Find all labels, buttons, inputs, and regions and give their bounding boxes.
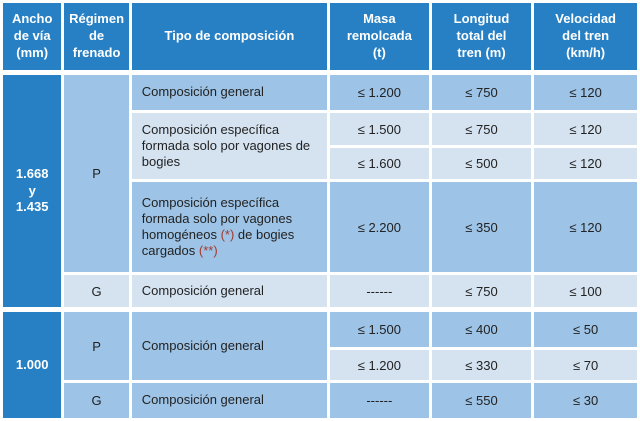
train-length-cell: ≤ 400 — [431, 310, 532, 347]
train-speed-cell: ≤ 100 — [534, 275, 637, 307]
table-row: 1.668 y 1.435 P Composición general ≤ 1.… — [3, 75, 637, 307]
composition-type-cell: Composición general — [131, 75, 328, 110]
footnote-marker: (**) — [198, 243, 218, 259]
train-length-cell: ≤ 500 — [431, 148, 532, 179]
composition-type-cell: Composición específica formada solo por … — [131, 113, 328, 179]
train-length-cell: ≤ 550 — [431, 383, 532, 418]
train-speed-cell: ≤ 70 — [534, 350, 637, 380]
footnote-marker: (*) — [220, 227, 235, 242]
header-composition-type: Tipo de composición — [131, 3, 328, 72]
towed-mass-cell: ------ — [330, 383, 429, 418]
towed-mass-cell: ≤ 1.200 — [330, 75, 429, 110]
train-speed-cell: ≤ 30 — [534, 383, 637, 418]
table-row: Composición específica formada solo por … — [3, 113, 637, 179]
header-towed-mass: Masa remolcada (t) — [330, 3, 429, 72]
train-length-cell: ≤ 330 — [431, 350, 532, 380]
towed-mass-cell: ≤ 1.500 — [330, 113, 429, 145]
train-speed-cell: ≤ 120 — [534, 148, 637, 179]
gauge-cell-1668-1435: 1.668 y 1.435 — [3, 75, 62, 307]
train-speed-cell: ≤ 120 — [534, 113, 637, 145]
header-train-length: Longitud total del tren (m) — [431, 3, 532, 72]
train-speed-cell: ≤ 120 — [534, 75, 637, 110]
brake-regime-cell-p: P — [64, 75, 129, 272]
table-row: ≤ 1.600 ≤ 500 ≤ 120 — [3, 148, 637, 179]
table-row: Composición específica formada solo por … — [3, 182, 637, 272]
table-row: ≤ 1.200 ≤ 330 ≤ 70 — [3, 350, 637, 380]
table-row: G Composición general ------ ≤ 550 ≤ 30 — [3, 383, 637, 418]
train-speed-cell: ≤ 50 — [534, 310, 637, 347]
train-length-cell: ≤ 350 — [431, 182, 532, 272]
header-train-speed: Velocidad del tren (km/h) — [534, 3, 637, 72]
header-row: Ancho de vía (mm) Régimen de frenado Tip… — [3, 3, 637, 72]
composition-type-cell: Composición general — [131, 310, 328, 380]
train-speed-cell: ≤ 120 — [534, 182, 637, 272]
train-length-cell: ≤ 750 — [431, 275, 532, 307]
brake-regime-cell-p: P — [64, 310, 129, 380]
towed-mass-cell: ------ — [330, 275, 429, 307]
gauge-cell-1000: 1.000 — [3, 310, 62, 418]
brake-regime-cell-g: G — [64, 275, 129, 307]
table-row: G Composición general ------ ≤ 750 ≤ 100 — [3, 275, 637, 307]
composition-text: Composición específica formada solo por … — [141, 194, 293, 243]
train-length-cell: ≤ 750 — [431, 75, 532, 110]
table-row: 1.000 P Composición general ≤ 1.500 ≤ 40… — [3, 310, 637, 418]
composition-type-cell: Composición general — [131, 275, 328, 307]
train-length-cell: ≤ 750 — [431, 113, 532, 145]
header-track-gauge: Ancho de vía (mm) — [3, 3, 62, 72]
towed-mass-cell: ≤ 1.500 — [330, 310, 429, 347]
composition-type-cell: Composición general — [131, 383, 328, 418]
towed-mass-cell: ≤ 1.200 — [330, 350, 429, 380]
header-brake-regime: Régimen de frenado — [64, 3, 129, 72]
composition-text: de bogies cargados — [141, 227, 295, 259]
towed-mass-cell: ≤ 1.600 — [330, 148, 429, 179]
towed-mass-cell: ≤ 2.200 — [330, 182, 429, 272]
brake-regime-cell-g: G — [64, 383, 129, 418]
composition-type-cell: Composición específica formada solo por … — [131, 182, 328, 272]
